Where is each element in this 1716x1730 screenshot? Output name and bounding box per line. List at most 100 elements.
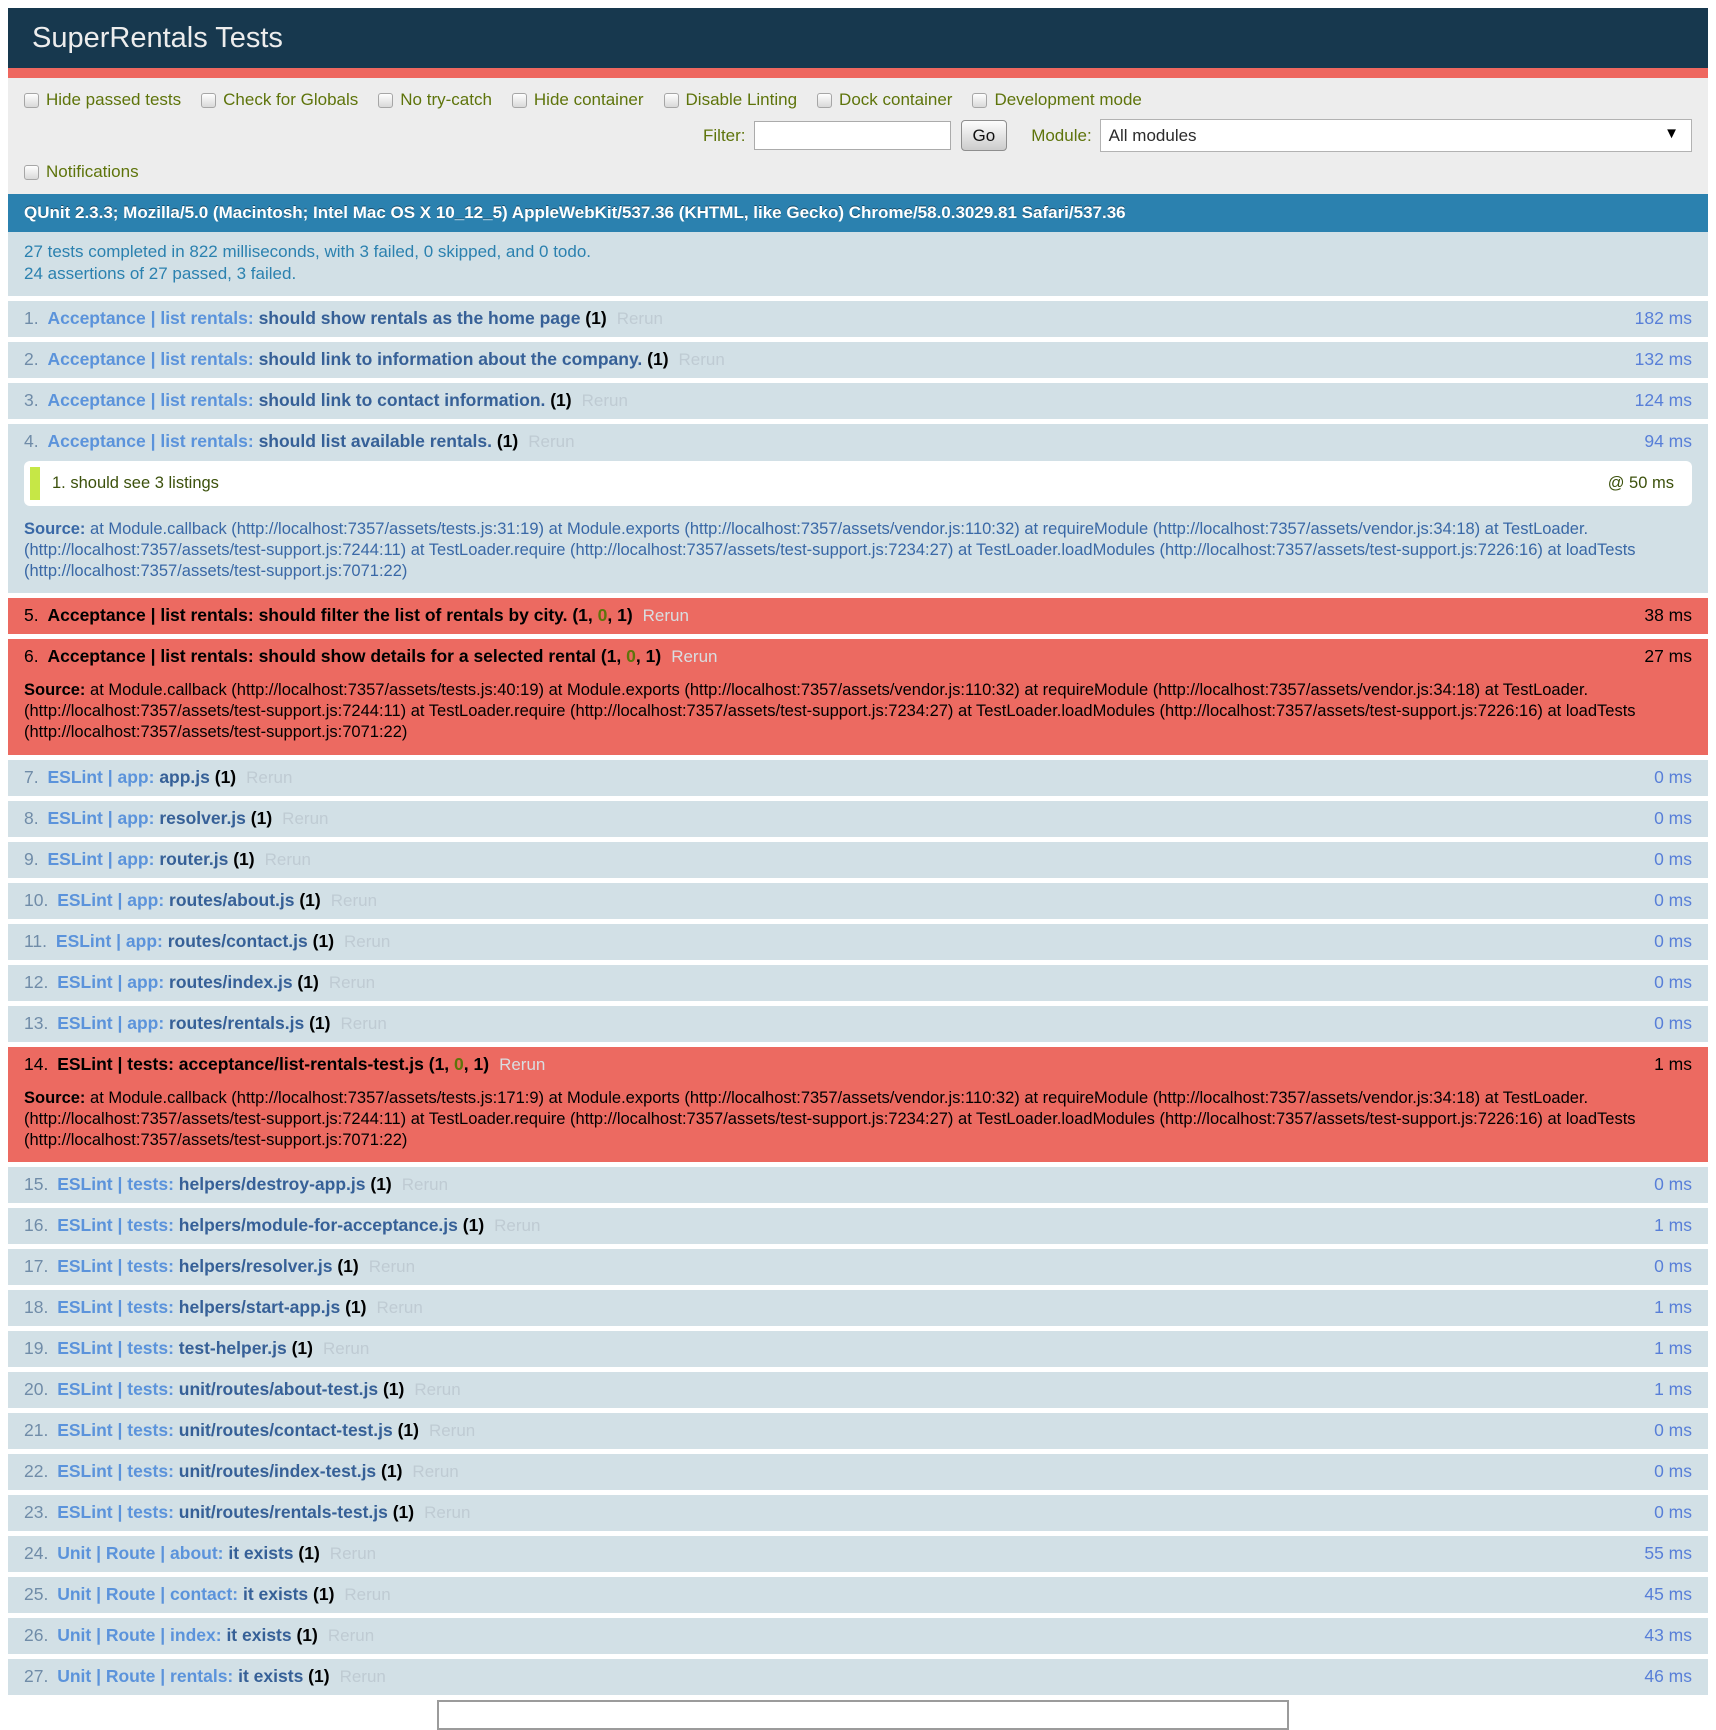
test-name: should list available rentals. xyxy=(258,430,497,451)
toolbar-toggle[interactable]: No try-catch xyxy=(378,90,492,110)
test-title[interactable]: 9. ESLint | app: router.js (1) xyxy=(24,849,255,869)
rerun-link[interactable]: Rerun xyxy=(528,431,575,451)
rerun-link[interactable]: Rerun xyxy=(368,1256,416,1276)
test-title[interactable]: 17. ESLint | tests: helpers/resolver.js … xyxy=(24,1256,359,1276)
toolbar-checkbox[interactable] xyxy=(378,92,394,108)
test-title[interactable]: 11. ESLint | app: routes/contact.js (1) xyxy=(24,931,334,951)
module-select[interactable]: All modules ▼ xyxy=(1099,119,1692,152)
rerun-link[interactable]: Rerun xyxy=(424,1502,471,1522)
toolbar-checkbox[interactable] xyxy=(817,92,833,108)
rerun-link[interactable]: Rerun xyxy=(678,349,725,369)
notifications-checkbox[interactable] xyxy=(24,164,39,180)
rerun-link[interactable]: Rerun xyxy=(401,1174,449,1194)
assert-counts: (1) xyxy=(297,971,319,992)
test-title[interactable]: 1. Acceptance | list rentals: should sho… xyxy=(24,308,607,328)
test-title[interactable]: 25. Unit | Route | contact: it exists (1… xyxy=(24,1584,334,1604)
rerun-link[interactable]: Rerun xyxy=(414,1379,461,1399)
module-name: Unit | Route | about: xyxy=(57,1542,229,1563)
rerun-link[interactable]: Rerun xyxy=(412,1461,459,1481)
rerun-link[interactable]: Rerun xyxy=(344,1584,391,1604)
notifications-toggle[interactable]: Notifications xyxy=(24,162,139,182)
toolbar-toggle[interactable]: Hide container xyxy=(511,90,644,110)
source-label: Source: xyxy=(24,1088,91,1107)
test-title[interactable]: 23. ESLint | tests: unit/routes/rentals-… xyxy=(24,1502,414,1522)
toolbar-checkbox[interactable] xyxy=(24,92,39,108)
test-name: unit/routes/about-test.js xyxy=(178,1378,383,1399)
test-row: 27 ms 6. Acceptance | list rentals: shoul… xyxy=(8,639,1708,755)
test-name: it exists xyxy=(226,1624,297,1645)
rerun-link[interactable]: Rerun xyxy=(339,1666,386,1686)
test-number: 14. xyxy=(24,1053,54,1074)
test-name: helpers/destroy-app.js xyxy=(178,1173,371,1194)
test-title[interactable]: 3. Acceptance | list rentals: should lin… xyxy=(24,390,572,410)
test-row: 124 ms 3. Acceptance | list rentals: shou… xyxy=(8,382,1708,419)
test-title[interactable]: 27. Unit | Route | rentals: it exists (1… xyxy=(24,1666,330,1686)
module-name: ESLint | tests: xyxy=(57,1296,179,1317)
test-name: app.js xyxy=(159,766,215,787)
assert-counts: (1) xyxy=(308,1665,330,1686)
toolbar-toggle[interactable]: Check for Globals xyxy=(201,90,358,110)
rerun-link[interactable]: Rerun xyxy=(499,1054,546,1074)
assert-counts: (1) xyxy=(309,1012,331,1033)
test-runtime: 0 ms xyxy=(1654,1460,1692,1481)
test-name: it exists xyxy=(238,1665,309,1686)
test-name: router.js xyxy=(159,848,234,869)
rerun-link[interactable]: Rerun xyxy=(642,606,689,626)
test-title[interactable]: 8. ESLint | app: resolver.js (1) xyxy=(24,808,272,828)
test-title[interactable]: 24. Unit | Route | about: it exists (1) xyxy=(24,1543,320,1563)
go-button[interactable]: Go xyxy=(960,120,1008,151)
rerun-link[interactable]: Rerun xyxy=(327,1625,375,1645)
rerun-link[interactable]: Rerun xyxy=(340,1013,387,1033)
test-title[interactable]: 19. ESLint | tests: test-helper.js (1) xyxy=(24,1338,313,1358)
test-title[interactable]: 2. Acceptance | list rentals: should lin… xyxy=(24,349,669,369)
test-name: acceptance/list-rentals-test.js xyxy=(178,1053,429,1074)
test-row: 0 ms 7. ESLint | app: app.js (1) Rerun xyxy=(8,759,1708,796)
assert-counts: (1) xyxy=(337,1255,359,1276)
rerun-link[interactable]: Rerun xyxy=(494,1215,541,1235)
rerun-link[interactable]: Rerun xyxy=(323,1338,370,1358)
filter-input[interactable] xyxy=(753,121,951,150)
test-runtime: 0 ms xyxy=(1654,807,1692,828)
test-title[interactable]: 22. ESLint | tests: unit/routes/index-te… xyxy=(24,1461,402,1481)
test-row: 45 ms 25. Unit | Route | contact: it exis… xyxy=(8,1576,1708,1613)
toolbar-toggle[interactable]: Development mode xyxy=(972,90,1142,110)
rerun-link[interactable]: Rerun xyxy=(376,1297,423,1317)
toolbar-checkbox[interactable] xyxy=(201,92,217,108)
test-title[interactable]: 13. ESLint | app: routes/rentals.js (1) xyxy=(24,1013,331,1033)
toolbar-toggle[interactable]: Dock container xyxy=(817,90,952,110)
toolbar-toggle[interactable]: Disable Linting xyxy=(663,90,797,110)
rerun-link[interactable]: Rerun xyxy=(330,890,378,910)
rerun-link[interactable]: Rerun xyxy=(329,1543,377,1563)
rerun-link[interactable]: Rerun xyxy=(264,849,311,869)
test-title[interactable]: 15. ESLint | tests: helpers/destroy-app.… xyxy=(24,1174,392,1194)
assert-counts: (1) xyxy=(250,807,273,828)
test-title[interactable]: 6. Acceptance | list rentals: should sho… xyxy=(24,646,661,666)
toolbar-checkbox[interactable] xyxy=(511,92,527,108)
test-title[interactable]: 21. ESLint | tests: unit/routes/contact-… xyxy=(24,1420,419,1440)
test-title[interactable]: 10. ESLint | app: routes/about.js (1) xyxy=(24,890,321,910)
test-title[interactable]: 12. ESLint | app: routes/index.js (1) xyxy=(24,972,319,992)
test-title[interactable]: 14. ESLint | tests: acceptance/list-rent… xyxy=(24,1054,489,1074)
test-number: 8. xyxy=(24,807,44,828)
test-number: 21. xyxy=(24,1419,54,1440)
assert-counts: (1) xyxy=(345,1296,367,1317)
test-title[interactable]: 18. ESLint | tests: helpers/start-app.js… xyxy=(24,1297,366,1317)
test-title[interactable]: 5. Acceptance | list rentals: should fil… xyxy=(24,605,633,625)
rerun-link[interactable]: Rerun xyxy=(581,390,628,410)
test-title[interactable]: 4. Acceptance | list rentals: should lis… xyxy=(24,431,518,451)
test-runtime: 0 ms xyxy=(1654,1255,1692,1276)
test-title[interactable]: 7. ESLint | app: app.js (1) xyxy=(24,767,236,787)
rerun-link[interactable]: Rerun xyxy=(328,972,376,992)
rerun-link[interactable]: Rerun xyxy=(616,308,663,328)
toolbar-checkbox[interactable] xyxy=(663,92,679,108)
test-title[interactable]: 26. Unit | Route | index: it exists (1) xyxy=(24,1625,318,1645)
rerun-link[interactable]: Rerun xyxy=(671,647,718,667)
test-title[interactable]: 16. ESLint | tests: helpers/module-for-a… xyxy=(24,1215,484,1235)
test-title[interactable]: 20. ESLint | tests: unit/routes/about-te… xyxy=(24,1379,404,1399)
toolbar-toggle[interactable]: Hide passed tests xyxy=(24,90,181,110)
rerun-link[interactable]: Rerun xyxy=(344,931,391,951)
rerun-link[interactable]: Rerun xyxy=(282,808,329,828)
rerun-link[interactable]: Rerun xyxy=(246,767,293,787)
toolbar-checkbox[interactable] xyxy=(972,92,988,108)
rerun-link[interactable]: Rerun xyxy=(428,1420,476,1440)
